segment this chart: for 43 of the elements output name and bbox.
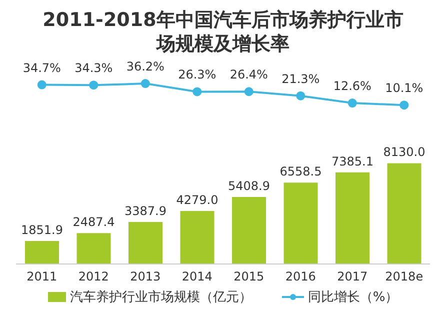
x-tick-label: 2013 (130, 270, 161, 284)
data-label: 26.4% (230, 68, 268, 82)
bar (76, 233, 111, 264)
x-tick-label: 2014 (182, 270, 212, 284)
data-label: 4279.0 (176, 192, 218, 207)
data-label: 2487.4 (72, 215, 115, 230)
point (89, 80, 98, 90)
legend-label: 同比增长（%） (308, 289, 398, 306)
data-label: 34.3% (74, 61, 113, 76)
point (296, 91, 306, 100)
bar (387, 163, 422, 264)
point (140, 79, 150, 88)
chart-title: 2011-2018年中国汽车后市场养护行业市场规模及增长率 (42, 8, 404, 56)
x-tick-label: 2011 (26, 270, 58, 284)
legend-label: 汽车养护行业市场规模（亿元） (70, 289, 252, 306)
data-label: 12.6% (333, 79, 372, 94)
point (400, 100, 409, 110)
data-label: 34.7% (22, 60, 61, 75)
x-tick-label: 2018e (385, 270, 424, 284)
data-label: 26.3% (178, 68, 216, 82)
data-label: 1851.9 (21, 223, 63, 238)
data-label: 3387.9 (124, 204, 166, 218)
point (37, 80, 46, 90)
bar (180, 210, 214, 264)
bar (128, 222, 162, 264)
data-label: 6558.5 (280, 164, 322, 179)
bar (336, 172, 370, 264)
data-label: 8130.0 (383, 145, 426, 160)
bar (25, 241, 59, 264)
data-label: 10.1% (385, 81, 424, 96)
point (244, 87, 254, 96)
data-label: 36.2% (126, 60, 164, 74)
data-label: 7385.1 (332, 154, 374, 168)
data-label: 21.3% (282, 72, 320, 86)
bar (232, 196, 266, 264)
x-tick-label: 2016 (285, 270, 316, 284)
x-tick-label: 2015 (234, 270, 264, 284)
x-tick-label: 2017 (337, 270, 368, 284)
point (192, 87, 202, 96)
point (348, 98, 357, 108)
bar (284, 182, 318, 264)
data-label: 5408.9 (228, 178, 270, 193)
x-tick-label: 2012 (78, 270, 109, 284)
